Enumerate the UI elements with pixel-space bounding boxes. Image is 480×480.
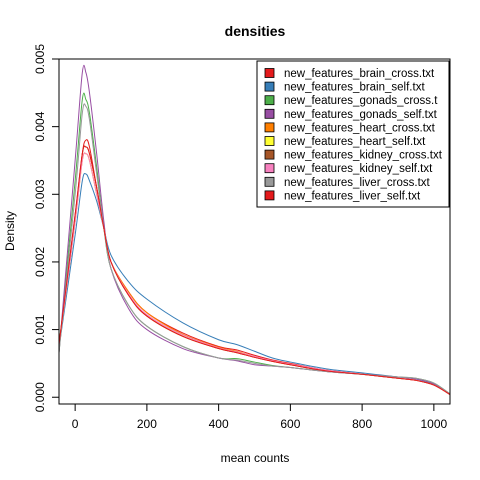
- y-axis: 0.000 0.001 0.002 0.003 0.004 0.005: [33, 44, 59, 412]
- plot-frame: [58, 58, 451, 405]
- legend-label: new_features_gonads_cross.t: [284, 95, 438, 107]
- legend-swatch: [264, 122, 275, 133]
- legend-swatch: [264, 108, 275, 119]
- x-axis: 0 200 400 600 800 1000: [72, 404, 448, 431]
- y-tick-label: 0.000: [33, 382, 47, 412]
- legend-label: new_features_brain_self.txt: [284, 82, 425, 94]
- x-tick-label: 600: [280, 417, 300, 431]
- x-tick-label: 800: [352, 417, 372, 431]
- x-tick-label: 400: [209, 417, 229, 431]
- y-tick-label: 0.005: [33, 44, 47, 74]
- legend-items: new_features_brain_cross.txt new_features…: [264, 68, 443, 202]
- legend: new_features_brain_cross.txt new_features…: [256, 60, 450, 208]
- y-tick-label: 0.003: [33, 179, 47, 209]
- chart-title: densities: [225, 23, 286, 39]
- legend-swatch: [264, 149, 275, 160]
- legend-box: [256, 60, 450, 208]
- legend-label: new_features_kidney_cross.txt: [284, 150, 443, 162]
- legend-swatch: [264, 68, 275, 78]
- y-axis-label: Density: [3, 211, 17, 251]
- legend-label: new_features_liver_cross.txt: [284, 177, 431, 189]
- x-tick-label: 1000: [421, 417, 448, 431]
- legend-label: new_features_heart_self.txt: [284, 136, 426, 148]
- x-tick-label: 0: [72, 417, 79, 431]
- y-tick-label: 0.001: [33, 314, 47, 344]
- x-axis-label: mean counts: [221, 451, 290, 465]
- legend-label: new_features_brain_cross.txt: [284, 68, 435, 80]
- legend-swatch: [264, 163, 275, 174]
- y-tick-label: 0.004: [33, 111, 47, 141]
- legend-label: new_features_liver_self.txt: [284, 190, 421, 202]
- legend-swatch: [264, 190, 275, 201]
- legend-swatch: [264, 136, 275, 146]
- x-tick-label: 200: [137, 417, 157, 431]
- legend-swatch: [264, 81, 275, 92]
- series-layer: [59, 64, 450, 395]
- legend-swatch: [264, 176, 275, 187]
- legend-label: new_features_kidney_self.txt: [284, 163, 433, 175]
- plot-area: [59, 64, 450, 395]
- legend-label: new_features_gonads_self.txt: [284, 109, 438, 121]
- series-line-10: [59, 145, 450, 395]
- series-line-2: [59, 172, 450, 395]
- legend-swatch: [264, 95, 275, 106]
- y-tick-label: 0.002: [33, 247, 47, 277]
- legend-label: new_features_heart_cross.txt: [284, 122, 436, 134]
